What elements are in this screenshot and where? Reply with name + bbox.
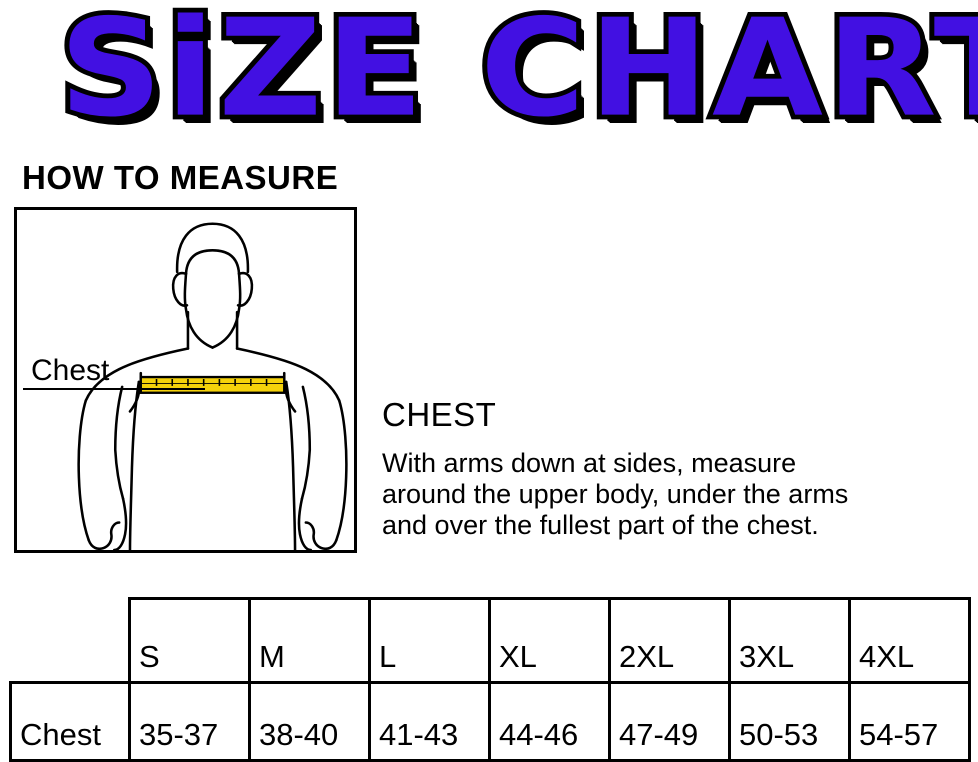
table-header-size-xl: XL <box>488 597 611 684</box>
table-row: Chest 35-37 38-40 41-43 44-46 47-49 50-5… <box>9 681 971 762</box>
table-header-size-m: M <box>248 597 371 684</box>
measuring-tape-icon <box>139 375 286 394</box>
table-header-row: S M L XL 2XL 3XL 4XL <box>11 597 971 684</box>
table-cell-chest-4xl: 54-57 <box>848 681 971 762</box>
chest-description-block: CHEST With arms down at sides, measure a… <box>382 396 978 541</box>
table-row-label-chest: Chest <box>9 681 131 762</box>
page-title: SiZE CHART <box>54 0 978 148</box>
chest-description-body: With arms down at sides, measure around … <box>382 448 978 541</box>
table-header-size-s: S <box>128 597 251 684</box>
chest-description-line: around the upper body, under the arms <box>382 479 849 509</box>
table-cell-chest-m: 38-40 <box>248 681 371 762</box>
table-header-size-3xl: 3XL <box>728 597 851 684</box>
table-header-size-l: L <box>368 597 491 684</box>
table-corner-blank <box>11 599 130 683</box>
how-to-measure-heading: HOW TO MEASURE <box>22 159 339 196</box>
chest-description-line: and over the fullest part of the chest. <box>382 510 819 540</box>
chest-description-line: With arms down at sides, measure <box>382 448 797 478</box>
table-cell-chest-xl: 44-46 <box>488 681 611 762</box>
table-header-size-2xl: 2XL <box>608 597 731 684</box>
table-cell-chest-s: 35-37 <box>128 681 251 762</box>
table-header-size-4xl: 4XL <box>848 597 971 684</box>
chest-description-heading: CHEST <box>382 396 497 433</box>
chest-callout-leader-line <box>23 388 205 390</box>
chest-callout-label: Chest <box>31 354 110 387</box>
measurement-figure-frame <box>14 207 357 553</box>
table-cell-chest-2xl: 47-49 <box>608 681 731 762</box>
table-cell-chest-l: 41-43 <box>368 681 491 762</box>
page-title-block: SiZE CHART <box>0 0 978 148</box>
table-cell-chest-3xl: 50-53 <box>728 681 851 762</box>
size-chart-table: S M L XL 2XL 3XL 4XL Chest 35-37 38-40 4… <box>9 597 971 762</box>
